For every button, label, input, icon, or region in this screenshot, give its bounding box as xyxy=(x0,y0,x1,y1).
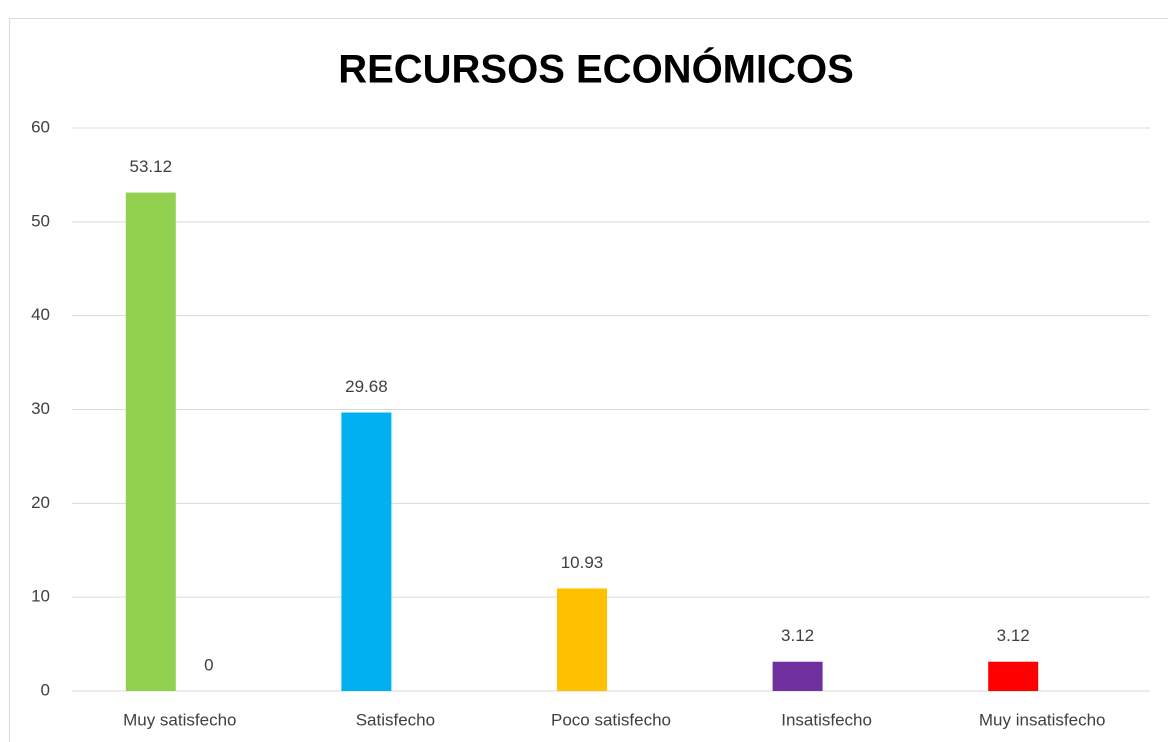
bar xyxy=(557,588,607,691)
x-tick-label: Muy satisfecho xyxy=(123,710,236,729)
data-label: 3.12 xyxy=(997,626,1030,645)
x-tick-label: Poco satisfecho xyxy=(551,710,671,729)
x-tick-label: Insatisfecho xyxy=(781,710,872,729)
y-tick-label: 50 xyxy=(31,211,50,230)
y-tick-label: 0 xyxy=(41,680,50,699)
y-tick-label: 20 xyxy=(31,493,50,512)
bar xyxy=(772,661,823,691)
y-tick-label: 60 xyxy=(31,117,50,136)
data-label: 53.12 xyxy=(130,157,173,176)
bar xyxy=(125,192,176,692)
data-label: 10.93 xyxy=(561,553,604,572)
y-tick-label: 10 xyxy=(31,587,50,606)
x-tick-label: Satisfecho xyxy=(356,710,435,729)
x-tick-label: Muy insatisfecho xyxy=(979,710,1106,729)
y-tick-label: 30 xyxy=(31,399,50,418)
data-label: 3.12 xyxy=(781,626,814,645)
bar xyxy=(988,661,1039,691)
y-tick-label: 40 xyxy=(31,305,50,324)
data-label: 0 xyxy=(204,655,213,674)
chart-title: RECURSOS ECONÓMICOS xyxy=(338,46,854,92)
bar xyxy=(341,412,392,691)
data-label: 29.68 xyxy=(345,377,388,396)
